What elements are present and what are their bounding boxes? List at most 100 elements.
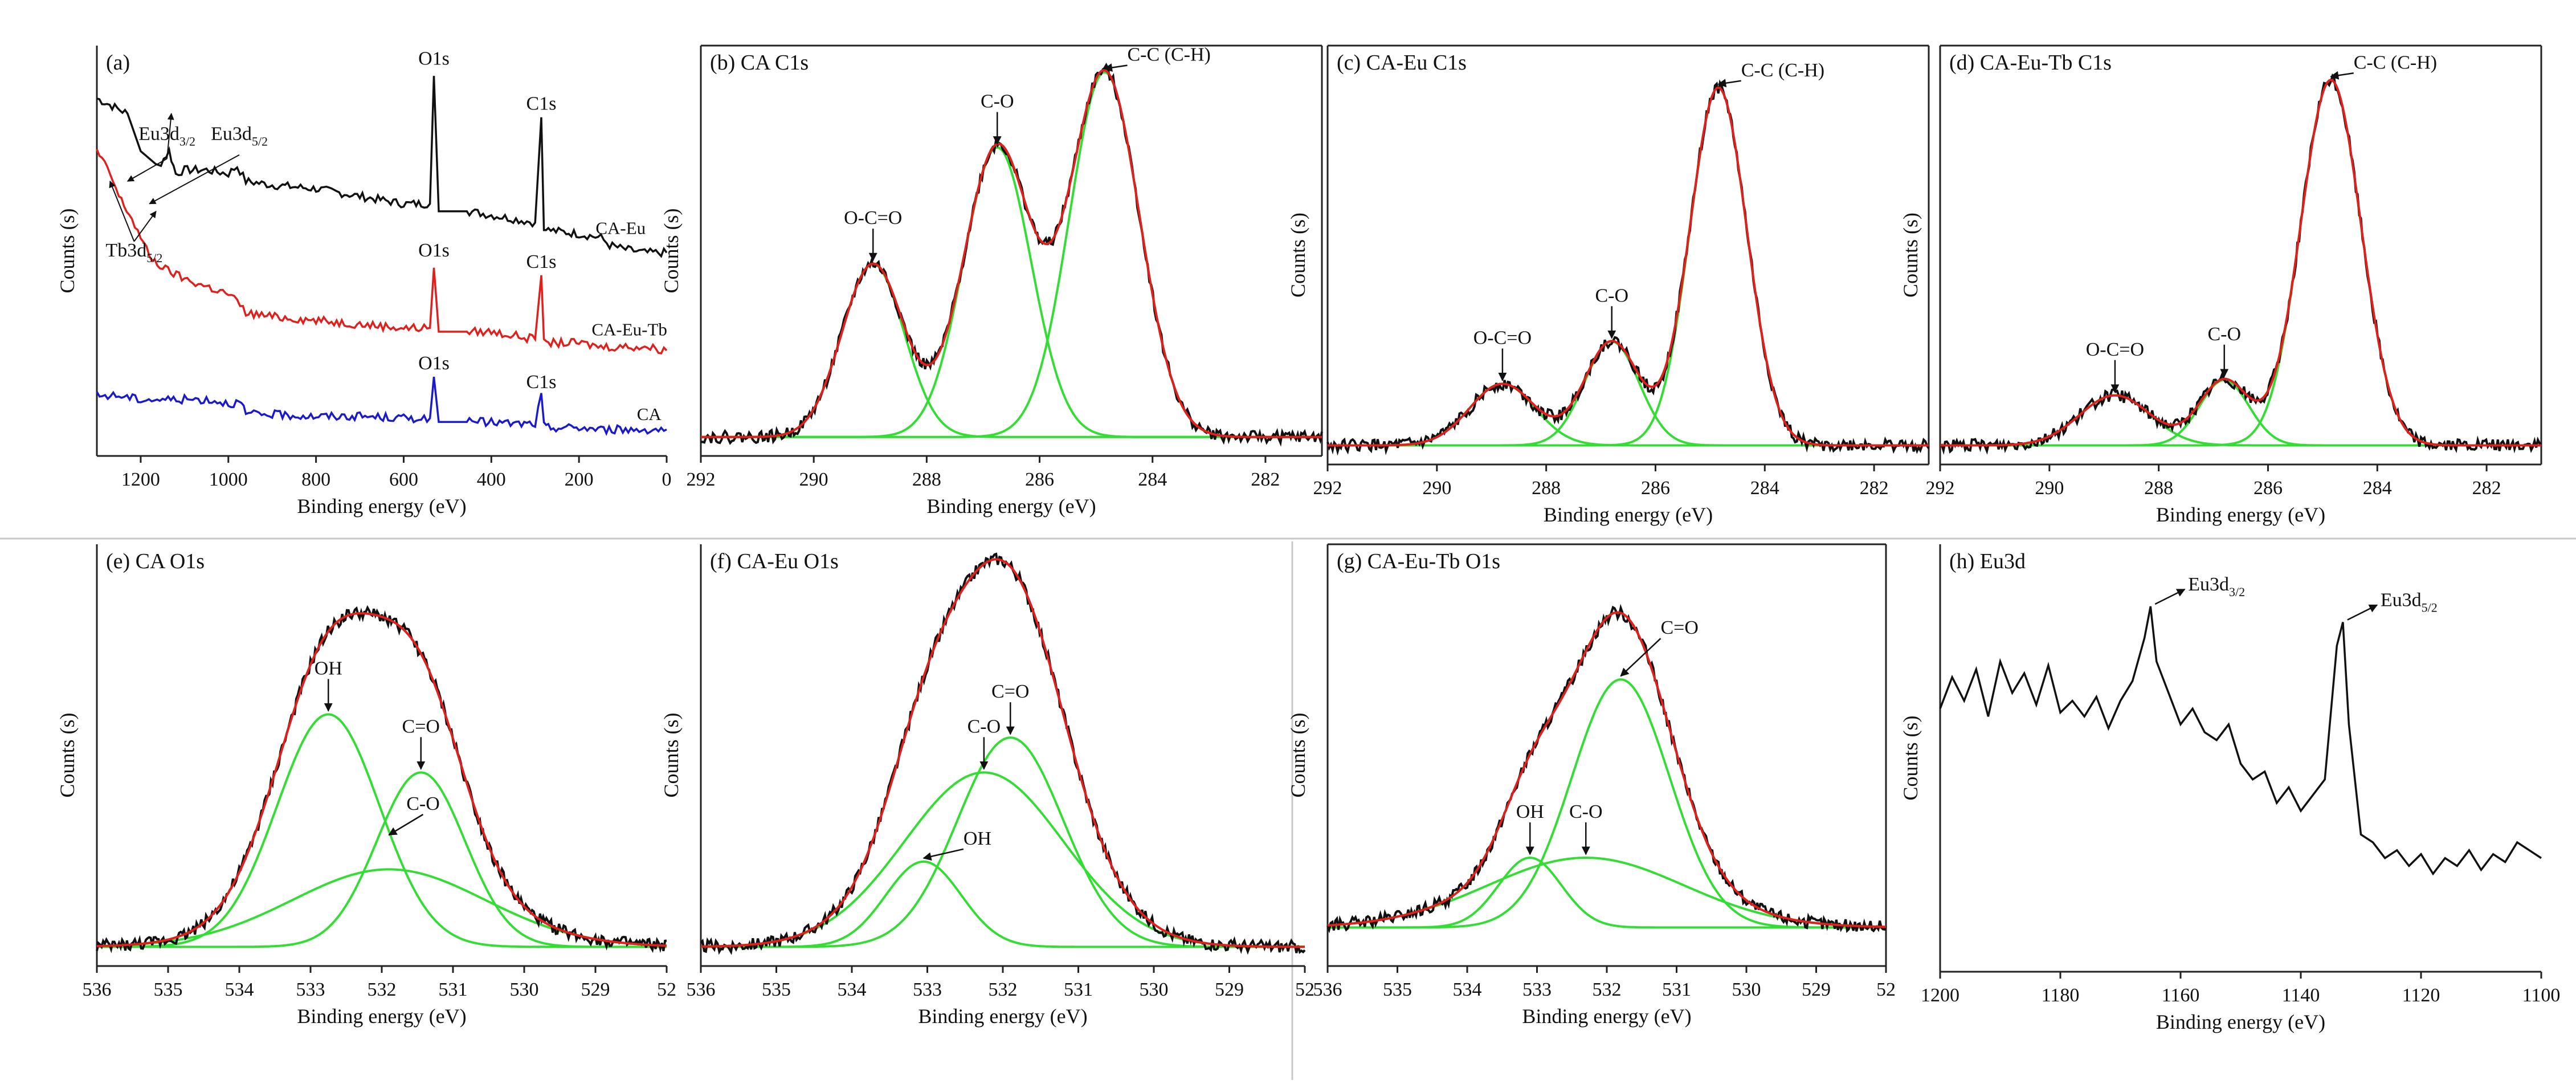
x-tick-label: 288	[2144, 478, 2173, 499]
panel-f-plot: OH C-O C=O	[700, 552, 1306, 955]
eu-peak-base: Eu3d	[2381, 590, 2422, 611]
peak-label: C-O	[967, 716, 1001, 737]
x-tick-label: 535	[154, 979, 183, 1000]
y-axis-label: Counts (s)	[660, 712, 683, 797]
eu-tb-arrow	[133, 210, 157, 242]
panel-a-axes: 1200 1000 800 600 400 200 0 Binding energy (eV)…	[56, 46, 672, 517]
peak-arrow	[2330, 71, 2354, 80]
tb3d-label: Tb3d5/2	[105, 240, 162, 265]
panel-h-axes: 1200 1180 1160 1140 1120 1100 Binding energy (…	[1899, 544, 2560, 1033]
peak-label: C-O	[981, 91, 1014, 112]
panel-g-plot: OH C-O C=O	[1326, 604, 1887, 934]
peak-arrow	[1104, 63, 1128, 72]
x-tick-label: 1140	[2282, 985, 2320, 1006]
peak-label: OH	[315, 658, 342, 679]
panel-title: (f) CA-Eu O1s	[710, 549, 839, 573]
x-tick-label: 284	[2363, 478, 2392, 499]
survey-annotation: C1s	[526, 372, 557, 393]
x-tick-label: 282	[1860, 478, 1889, 499]
eu3d-spectrum-line	[1939, 606, 2542, 876]
fit-component-3	[1328, 678, 1886, 929]
x-tick-label: 286	[1025, 469, 1054, 490]
survey-annotation: CA-Eu	[595, 218, 646, 238]
survey-annotation: CA	[637, 404, 662, 424]
eu-tb-arrow	[109, 180, 135, 242]
panel-d-axes: 292 290 288 286 284 282 Binding energy (eV) Cou…	[1899, 44, 2542, 526]
eu3d-label: Eu3d3/2	[138, 123, 195, 148]
panel-c-plot: O-C=O C-O C-C (C-H)	[1326, 60, 1930, 456]
eu-tb-arrow	[149, 154, 240, 205]
peak-label: OH	[964, 828, 991, 849]
x-tick-label: 282	[2472, 478, 2501, 499]
x-tick-label: 536	[1313, 979, 1342, 1000]
fit-envelope-line	[1328, 86, 1929, 447]
panel-h-plot: Eu3d3/2 Eu3d5/2	[1939, 574, 2542, 876]
spectrum-line-ca	[96, 377, 667, 437]
x-tick-label: 531	[1662, 979, 1691, 1000]
eu-tb-arrow	[166, 113, 174, 159]
x-tick-label: 288	[912, 469, 941, 490]
x-tick-label: 292	[1926, 478, 1955, 499]
x-tick-label: 1120	[2402, 985, 2440, 1006]
x-tick-label: 1160	[2162, 985, 2200, 1006]
x-tick-label: 529	[1215, 979, 1244, 1000]
eu-peak-label: Eu3d5/2	[2381, 590, 2438, 615]
panel-e-plot: OH C=O C-O	[96, 605, 667, 953]
x-tick-label: 286	[2254, 478, 2283, 499]
x-axis-label: Binding energy (eV)	[1522, 1005, 1691, 1028]
x-tick-label: 290	[2035, 478, 2064, 499]
x-tick-label: 531	[439, 979, 468, 1000]
peak-label: C-C (C-H)	[2354, 52, 2437, 73]
panel-b-axes: 292 290 288 286 284 282 Binding energy (eV) Cou…	[660, 44, 1323, 517]
peak-label: C-O	[406, 793, 440, 814]
x-tick-label: 200	[565, 469, 594, 490]
spectrum-line-ca-eu-tb	[96, 149, 668, 354]
panel-a-plot: O1sC1sCA-EuO1sC1sCA-Eu-TbO1sC1sCAEu3d3/2…	[96, 48, 668, 437]
peak-label: OH	[1516, 801, 1544, 822]
peak-label: O-C=O	[844, 207, 902, 229]
eu3d-sub-a: 3/2	[179, 134, 195, 148]
peak-label: C=O	[1661, 617, 1699, 638]
peak-label: C=O	[991, 681, 1029, 702]
peak-label: O-C=O	[1473, 328, 1532, 349]
eu-tb-arrow	[126, 158, 168, 182]
peak-arrow	[1620, 638, 1661, 677]
x-tick-label: 292	[687, 469, 716, 490]
x-tick-label: 282	[1251, 469, 1280, 490]
x-tick-label: 284	[1750, 478, 1779, 499]
peak-label: C-C (C-H)	[1741, 60, 1824, 81]
raw-spectrum-line	[700, 62, 1323, 447]
panel-title: (c) CA-Eu C1s	[1337, 51, 1467, 75]
fit-envelope-line	[1940, 79, 2541, 447]
y-axis-label: Counts (s)	[56, 712, 79, 797]
raw-spectrum-line	[1940, 73, 2542, 455]
y-axis-label: Counts (s)	[1899, 715, 1922, 800]
panel-title: (g) CA-Eu-Tb O1s	[1337, 549, 1500, 573]
panel-title: (e) CA O1s	[106, 549, 205, 573]
x-tick-label: 533	[296, 979, 325, 1000]
panel-g-axes: 536 535 534 533 532 531 530 529 52 Binding energy…	[1287, 543, 1896, 1028]
raw-spectrum-line	[1326, 79, 1930, 456]
eu-peak-label: Eu3d3/2	[2188, 574, 2245, 599]
eu-peak-base: Eu3d	[2188, 574, 2229, 595]
survey-annotation: O1s	[418, 240, 450, 261]
x-tick-label: 1180	[2042, 985, 2080, 1006]
x-axis-label: Binding energy (eV)	[297, 1005, 466, 1028]
x-axis-label: Binding energy (eV)	[926, 495, 1096, 517]
x-tick-label: 52	[657, 979, 676, 1000]
tb3d-base: Tb3d	[105, 240, 146, 261]
x-tick-label: 536	[687, 979, 716, 1000]
x-tick-label: 52	[1295, 979, 1314, 1000]
x-tick-label: 600	[389, 469, 418, 490]
eu3d-label-2: Eu3d5/2	[211, 123, 268, 148]
y-axis-label: Counts (s)	[660, 208, 683, 293]
x-tick-label: 529	[1802, 979, 1831, 1000]
tb3d-sub: 5/2	[146, 251, 162, 265]
survey-annotation: O1s	[418, 48, 450, 69]
x-tick-label: 288	[1532, 478, 1561, 499]
x-tick-label: 286	[1641, 478, 1670, 499]
x-axis-label: Binding energy (eV)	[2156, 503, 2325, 526]
x-tick-label: 534	[225, 979, 254, 1000]
x-tick-label: 534	[1453, 979, 1482, 1000]
